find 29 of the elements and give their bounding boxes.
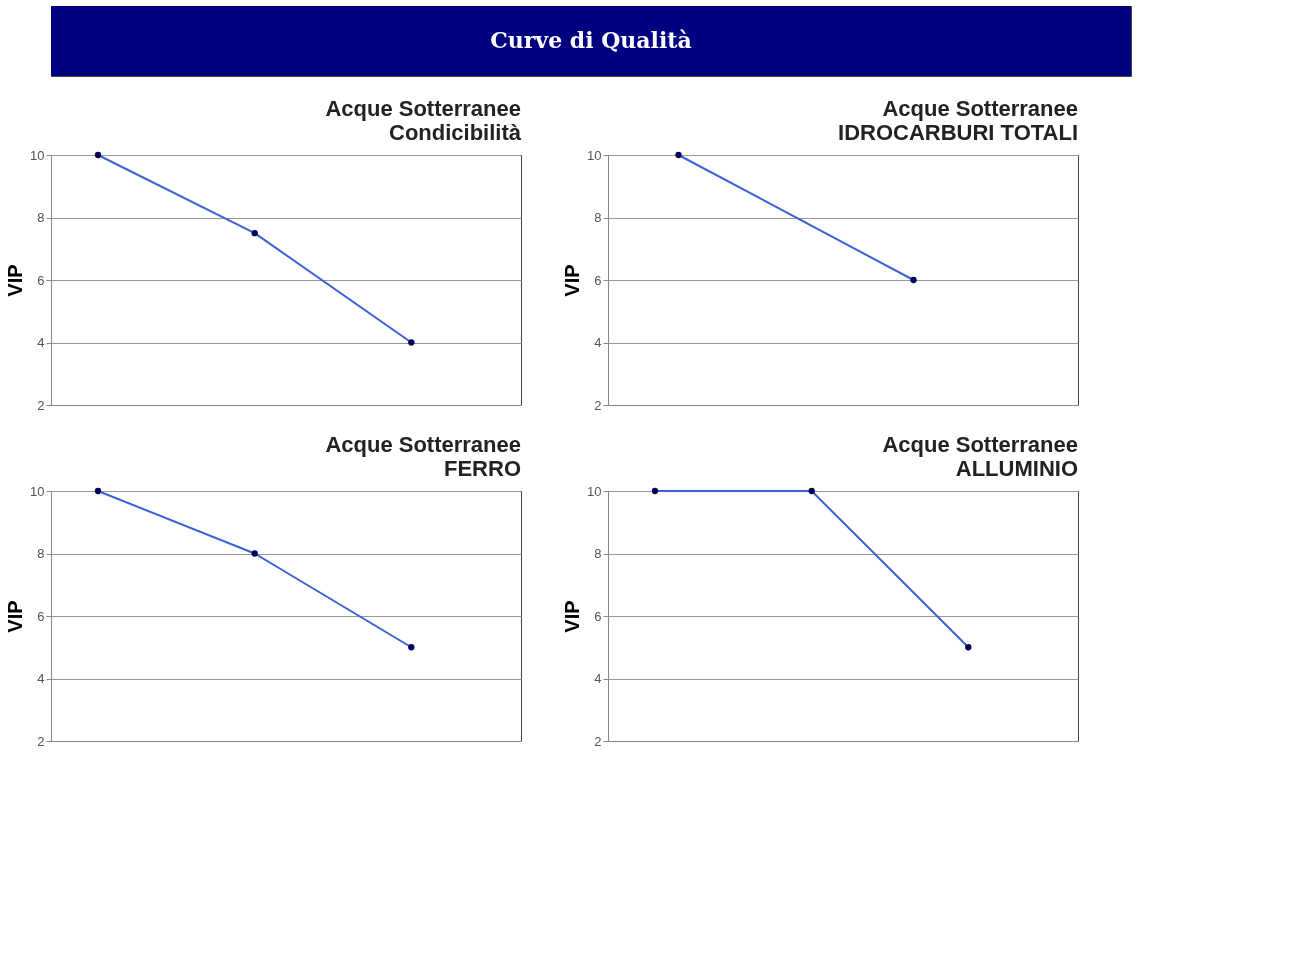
y-tick-label: 2 (37, 397, 45, 413)
y-tick-label: 10 (30, 147, 45, 163)
text: Curve di Qualità (490, 27, 692, 53)
y-tick-label: 2 (594, 397, 602, 413)
chart-title: Acque Sotterranee ALLUMINIO (882, 432, 1078, 481)
y-tick-label: 4 (37, 671, 45, 686)
y-tick-label: 10 (587, 147, 602, 163)
y-tick-label: 10 (30, 483, 45, 499)
y-tick-label: 8 (594, 546, 602, 561)
y-axis-title: VIP (561, 264, 584, 297)
y-tick-label: 6 (594, 272, 602, 288)
y-axis-title: VIP (4, 264, 27, 297)
y-tick-label: 10 (587, 483, 602, 499)
y-tick-label: 4 (594, 335, 602, 350)
y-tick-label: 6 (594, 608, 602, 624)
y-tick-label: 6 (37, 608, 45, 624)
y-tick-label: 4 (594, 671, 602, 686)
y-tick-label: 8 (37, 546, 45, 561)
y-tick-label: 8 (594, 210, 602, 225)
y-axis-title: VIP (561, 600, 584, 633)
y-tick-label: 4 (37, 335, 45, 350)
chart-title: Acque Sotterranee Condicibilità (325, 96, 522, 145)
chart-title: Acque Sotterranee IDROCARBURI TOTALI (838, 96, 1078, 145)
y-tick-label: 2 (594, 733, 602, 749)
chart-title: Acque Sotterranee FERRO (325, 432, 521, 481)
y-tick-label: 8 (37, 210, 45, 225)
y-tick-label: 2 (37, 733, 45, 749)
y-axis-title: VIP (4, 600, 27, 633)
y-tick-label: 6 (37, 272, 45, 288)
